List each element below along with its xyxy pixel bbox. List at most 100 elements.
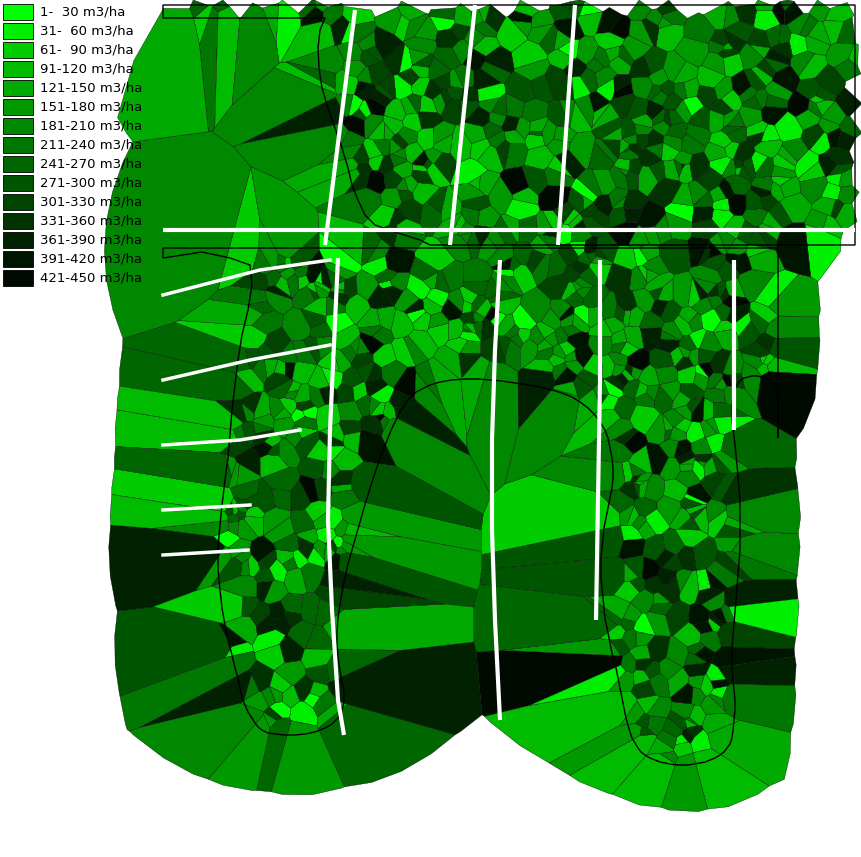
Polygon shape [700,695,725,714]
Polygon shape [382,116,403,135]
Polygon shape [582,285,609,308]
Text: 361-390 m3/ha: 361-390 m3/ha [40,234,141,247]
Polygon shape [441,298,462,321]
Polygon shape [359,333,384,354]
Polygon shape [640,727,653,735]
Polygon shape [665,212,691,241]
Polygon shape [644,575,662,594]
Polygon shape [567,187,583,213]
Polygon shape [292,340,317,364]
Polygon shape [208,715,269,791]
Polygon shape [411,170,433,184]
Polygon shape [701,52,724,75]
Polygon shape [757,223,780,241]
Polygon shape [722,159,735,178]
Polygon shape [343,75,358,95]
Polygon shape [479,557,623,596]
Polygon shape [708,612,722,627]
Polygon shape [263,517,294,543]
Polygon shape [777,146,796,166]
Polygon shape [309,681,329,697]
Polygon shape [745,244,771,257]
Polygon shape [576,12,602,37]
Polygon shape [257,718,291,792]
Text: 391-420 m3/ha: 391-420 m3/ha [40,253,141,266]
Polygon shape [678,518,700,530]
Polygon shape [705,434,724,454]
Polygon shape [699,421,716,438]
Polygon shape [824,3,853,21]
Polygon shape [275,276,291,297]
Polygon shape [554,368,577,386]
Polygon shape [263,359,278,378]
Polygon shape [696,85,716,108]
Polygon shape [726,126,746,143]
Polygon shape [319,431,344,446]
Polygon shape [479,98,499,113]
Polygon shape [546,139,570,156]
Polygon shape [714,551,752,581]
Polygon shape [530,75,553,103]
Polygon shape [289,701,318,726]
Polygon shape [716,280,725,297]
Polygon shape [559,341,575,356]
Polygon shape [613,75,631,92]
Polygon shape [623,189,648,209]
Polygon shape [592,103,610,128]
Polygon shape [369,385,393,403]
Polygon shape [756,372,816,439]
Polygon shape [588,595,629,620]
Polygon shape [321,264,331,289]
Polygon shape [617,150,639,159]
Polygon shape [265,286,292,299]
Polygon shape [391,148,406,159]
Polygon shape [313,478,331,501]
Polygon shape [655,25,684,51]
Polygon shape [287,45,344,74]
Polygon shape [619,505,634,526]
Polygon shape [365,98,386,116]
Polygon shape [350,352,373,369]
Polygon shape [705,663,725,681]
Polygon shape [765,316,819,339]
Polygon shape [641,557,660,580]
Polygon shape [273,417,294,438]
Polygon shape [414,236,455,271]
Polygon shape [542,227,557,237]
Polygon shape [369,155,383,171]
Polygon shape [654,339,679,353]
Polygon shape [691,687,705,705]
Polygon shape [720,126,743,135]
Polygon shape [740,353,761,369]
Polygon shape [357,429,396,466]
Polygon shape [505,93,524,117]
Polygon shape [629,266,647,291]
Bar [3,23,33,39]
Polygon shape [834,87,861,116]
Polygon shape [356,66,372,84]
Polygon shape [356,394,370,417]
Polygon shape [817,117,839,134]
Bar [3,99,33,115]
Polygon shape [743,69,765,91]
Polygon shape [281,593,302,614]
Polygon shape [678,335,696,351]
Polygon shape [631,515,646,530]
Polygon shape [215,400,246,423]
Polygon shape [427,357,467,447]
Polygon shape [647,68,668,86]
Polygon shape [241,596,259,616]
Polygon shape [672,271,691,308]
Polygon shape [365,379,387,396]
Polygon shape [283,568,307,595]
Polygon shape [646,269,659,284]
Polygon shape [313,540,325,560]
Polygon shape [668,110,684,126]
Polygon shape [372,327,393,345]
Polygon shape [499,275,523,296]
Polygon shape [795,78,820,99]
Polygon shape [588,91,610,112]
Polygon shape [691,297,712,315]
Polygon shape [637,266,647,283]
Polygon shape [764,57,790,73]
